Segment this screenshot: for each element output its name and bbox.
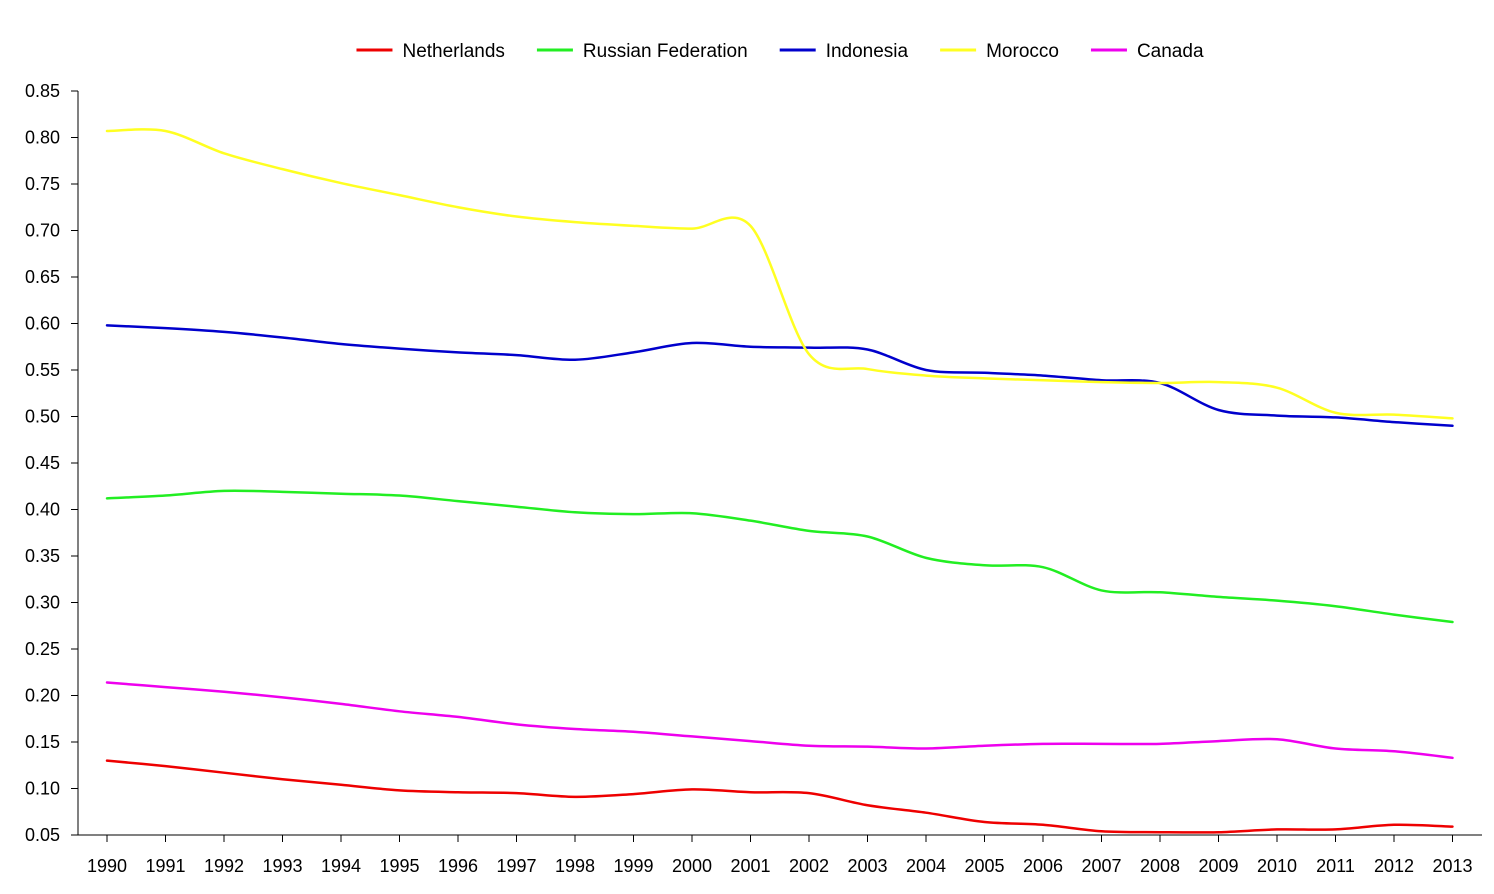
x-tick-label: 2000 <box>672 856 712 876</box>
x-tick-label: 2010 <box>1257 856 1297 876</box>
y-tick-label: 0.60 <box>25 314 60 334</box>
y-tick-label: 0.50 <box>25 407 60 427</box>
x-tick-label: 1993 <box>262 856 302 876</box>
x-tick-label: 1990 <box>87 856 127 876</box>
series-line-morocco <box>105 128 1454 420</box>
plot-lines <box>105 128 1454 834</box>
x-tick-label: 2007 <box>1081 856 1121 876</box>
y-tick-label: 0.25 <box>25 639 60 659</box>
x-tick-label: 1991 <box>145 856 185 876</box>
x-tick-label: 1995 <box>379 856 419 876</box>
y-tick-label: 0.75 <box>25 174 60 194</box>
x-tick-label: 2004 <box>906 856 946 876</box>
x-tick-label: 1992 <box>204 856 244 876</box>
y-tick-label: 0.10 <box>25 779 60 799</box>
y-tick-label: 0.30 <box>25 593 60 613</box>
series-line-indonesia <box>105 324 1454 428</box>
x-axis: 1990 1991 1992 1993 1994 1995 1996 1997 1998 1999… <box>78 834 1482 876</box>
y-tick-label: 0.15 <box>25 732 60 752</box>
y-tick-label: 0.85 <box>25 81 60 101</box>
y-tick-label: 0.70 <box>25 221 60 241</box>
x-tick-label: 2008 <box>1140 856 1180 876</box>
x-tick-label: 2009 <box>1198 856 1238 876</box>
x-tick-label: 2013 <box>1432 856 1472 876</box>
y-tick-label: 0.05 <box>25 825 60 845</box>
legend-label-russian-federation: Russian Federation <box>583 41 748 62</box>
legend-label-netherlands: Netherlands <box>402 41 504 62</box>
y-axis: 0.05 0.10 0.15 0.20 0.25 0.30 0.35 0.40 0.45 0.50… <box>25 81 79 845</box>
legend-label-indonesia: Indonesia <box>826 41 909 62</box>
y-tick-label: 0.20 <box>25 686 60 706</box>
x-tick-label: 1998 <box>555 856 595 876</box>
y-tick-label: 0.35 <box>25 546 60 566</box>
x-tick-label: 2005 <box>964 856 1004 876</box>
x-tick-label: 1994 <box>321 856 361 876</box>
series-line-russian-federation <box>105 489 1454 624</box>
x-tick-label: 2003 <box>847 856 887 876</box>
y-tick-label: 0.80 <box>25 128 60 148</box>
legend-label-morocco: Morocco <box>986 41 1059 62</box>
x-tick-label: 2012 <box>1374 856 1414 876</box>
x-tick-label: 2002 <box>789 856 829 876</box>
x-tick-label: 2011 <box>1316 856 1355 876</box>
legend-label-canada: Canada <box>1137 41 1204 62</box>
y-tick-label: 0.45 <box>25 453 60 473</box>
series-line-netherlands <box>105 759 1454 834</box>
y-tick-label: 0.65 <box>25 267 60 287</box>
x-tick-label: 2001 <box>730 856 770 876</box>
y-tick-label: 0.55 <box>25 360 60 380</box>
x-tick-label: 1997 <box>496 856 536 876</box>
y-tick-label: 0.40 <box>25 500 60 520</box>
x-tick-label: 1996 <box>438 856 478 876</box>
x-tick-label: 1999 <box>613 856 653 876</box>
legend: Netherlands Russian Federation Indonesia Mo… <box>356 41 1204 62</box>
x-tick-label: 2006 <box>1023 856 1063 876</box>
series-line-canada <box>105 681 1454 760</box>
